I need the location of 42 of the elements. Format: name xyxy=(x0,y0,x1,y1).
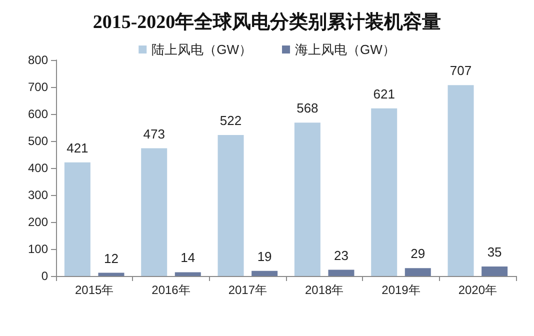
bar xyxy=(218,135,244,276)
bar xyxy=(371,108,398,276)
bar xyxy=(98,272,124,276)
x-tick-label: 2020年 xyxy=(458,283,498,297)
x-tick-label: 2018年 xyxy=(304,283,344,297)
data-label: 568 xyxy=(296,100,318,116)
data-label: 473 xyxy=(143,126,165,142)
bar xyxy=(141,148,168,276)
y-tick-label: 300 xyxy=(28,188,48,202)
bar xyxy=(448,85,474,276)
x-tick-label: 2017年 xyxy=(228,283,268,297)
bar xyxy=(404,268,431,276)
y-tick-label: 0 xyxy=(41,269,48,283)
data-label: 12 xyxy=(104,250,118,266)
data-label: 14 xyxy=(180,250,196,266)
data-label: 522 xyxy=(220,113,242,128)
bar xyxy=(294,122,320,276)
y-tick-label: 100 xyxy=(28,242,48,256)
data-label: 707 xyxy=(450,63,472,78)
y-tick-label: 500 xyxy=(28,134,48,148)
data-label: 19 xyxy=(257,248,272,264)
bar xyxy=(482,266,508,276)
data-label: 621 xyxy=(373,86,395,102)
bar xyxy=(328,270,354,276)
data-label: 421 xyxy=(66,140,88,156)
x-tick-label: 2016年 xyxy=(152,283,190,297)
bar xyxy=(174,272,201,276)
data-label: 35 xyxy=(487,244,502,260)
data-label: 29 xyxy=(410,246,426,262)
bar xyxy=(252,270,278,276)
chart-title: 2015-2020年全球风电分类别累计装机容量 xyxy=(92,11,442,33)
bar xyxy=(64,162,90,276)
data-label: 23 xyxy=(334,248,348,263)
y-tick-label: 600 xyxy=(28,107,48,121)
x-tick-label: 2015年 xyxy=(74,283,114,297)
y-tick-label: 400 xyxy=(28,161,48,175)
x-tick-label: 2019年 xyxy=(382,283,420,297)
y-tick-label: 800 xyxy=(28,53,48,67)
y-tick-label: 200 xyxy=(28,215,48,229)
legend-label: 海上风电（GW） xyxy=(295,42,396,57)
y-tick-label: 700 xyxy=(28,80,48,94)
legend-label: 陆上风电（GW） xyxy=(152,42,252,57)
